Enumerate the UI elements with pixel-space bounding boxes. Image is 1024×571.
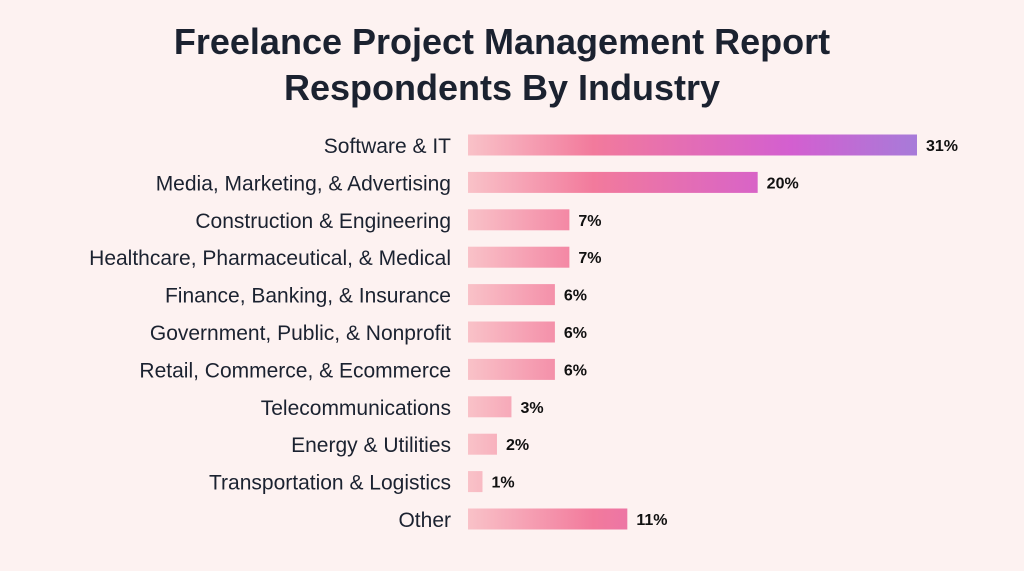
chart-subtitle: Respondents By Industry	[283, 67, 721, 108]
bar	[468, 471, 483, 493]
category-label: Healthcare, Pharmaceutical, & Medical	[89, 247, 451, 270]
category-label: Energy & Utilities	[291, 434, 451, 457]
category-label: Construction & Engineering	[195, 210, 451, 233]
category-label: Finance, Banking, & Insurance	[165, 285, 451, 308]
bar	[468, 134, 917, 156]
category-label: Software & IT	[324, 135, 451, 158]
category-label: Media, Marketing, & Advertising	[156, 172, 451, 195]
category-label: Other	[398, 509, 451, 532]
category-label: Telecommunications	[261, 397, 451, 420]
value-label: 6%	[564, 288, 587, 305]
bar	[468, 171, 758, 193]
bar	[468, 321, 555, 343]
category-label: Transportation & Logistics	[209, 472, 451, 495]
value-label: 6%	[564, 362, 587, 379]
bar	[468, 433, 497, 455]
bar	[468, 284, 555, 306]
value-label: 31%	[926, 138, 958, 155]
category-label: Government, Public, & Nonprofit	[150, 322, 451, 345]
chart-title: Freelance Project Management Report	[173, 21, 831, 62]
value-label: 6%	[564, 325, 587, 342]
bar	[468, 246, 570, 268]
value-label: 20%	[767, 175, 799, 192]
value-label: 2%	[506, 437, 529, 454]
bar	[468, 508, 628, 530]
bar	[468, 209, 570, 231]
value-label: 7%	[578, 213, 601, 230]
value-label: 1%	[491, 475, 514, 492]
value-label: 7%	[578, 250, 601, 267]
bar	[468, 396, 512, 418]
category-label: Retail, Commerce, & Ecommerce	[139, 359, 451, 382]
value-label: 3%	[520, 400, 543, 417]
value-label: 11%	[636, 512, 667, 529]
bar	[468, 358, 555, 380]
